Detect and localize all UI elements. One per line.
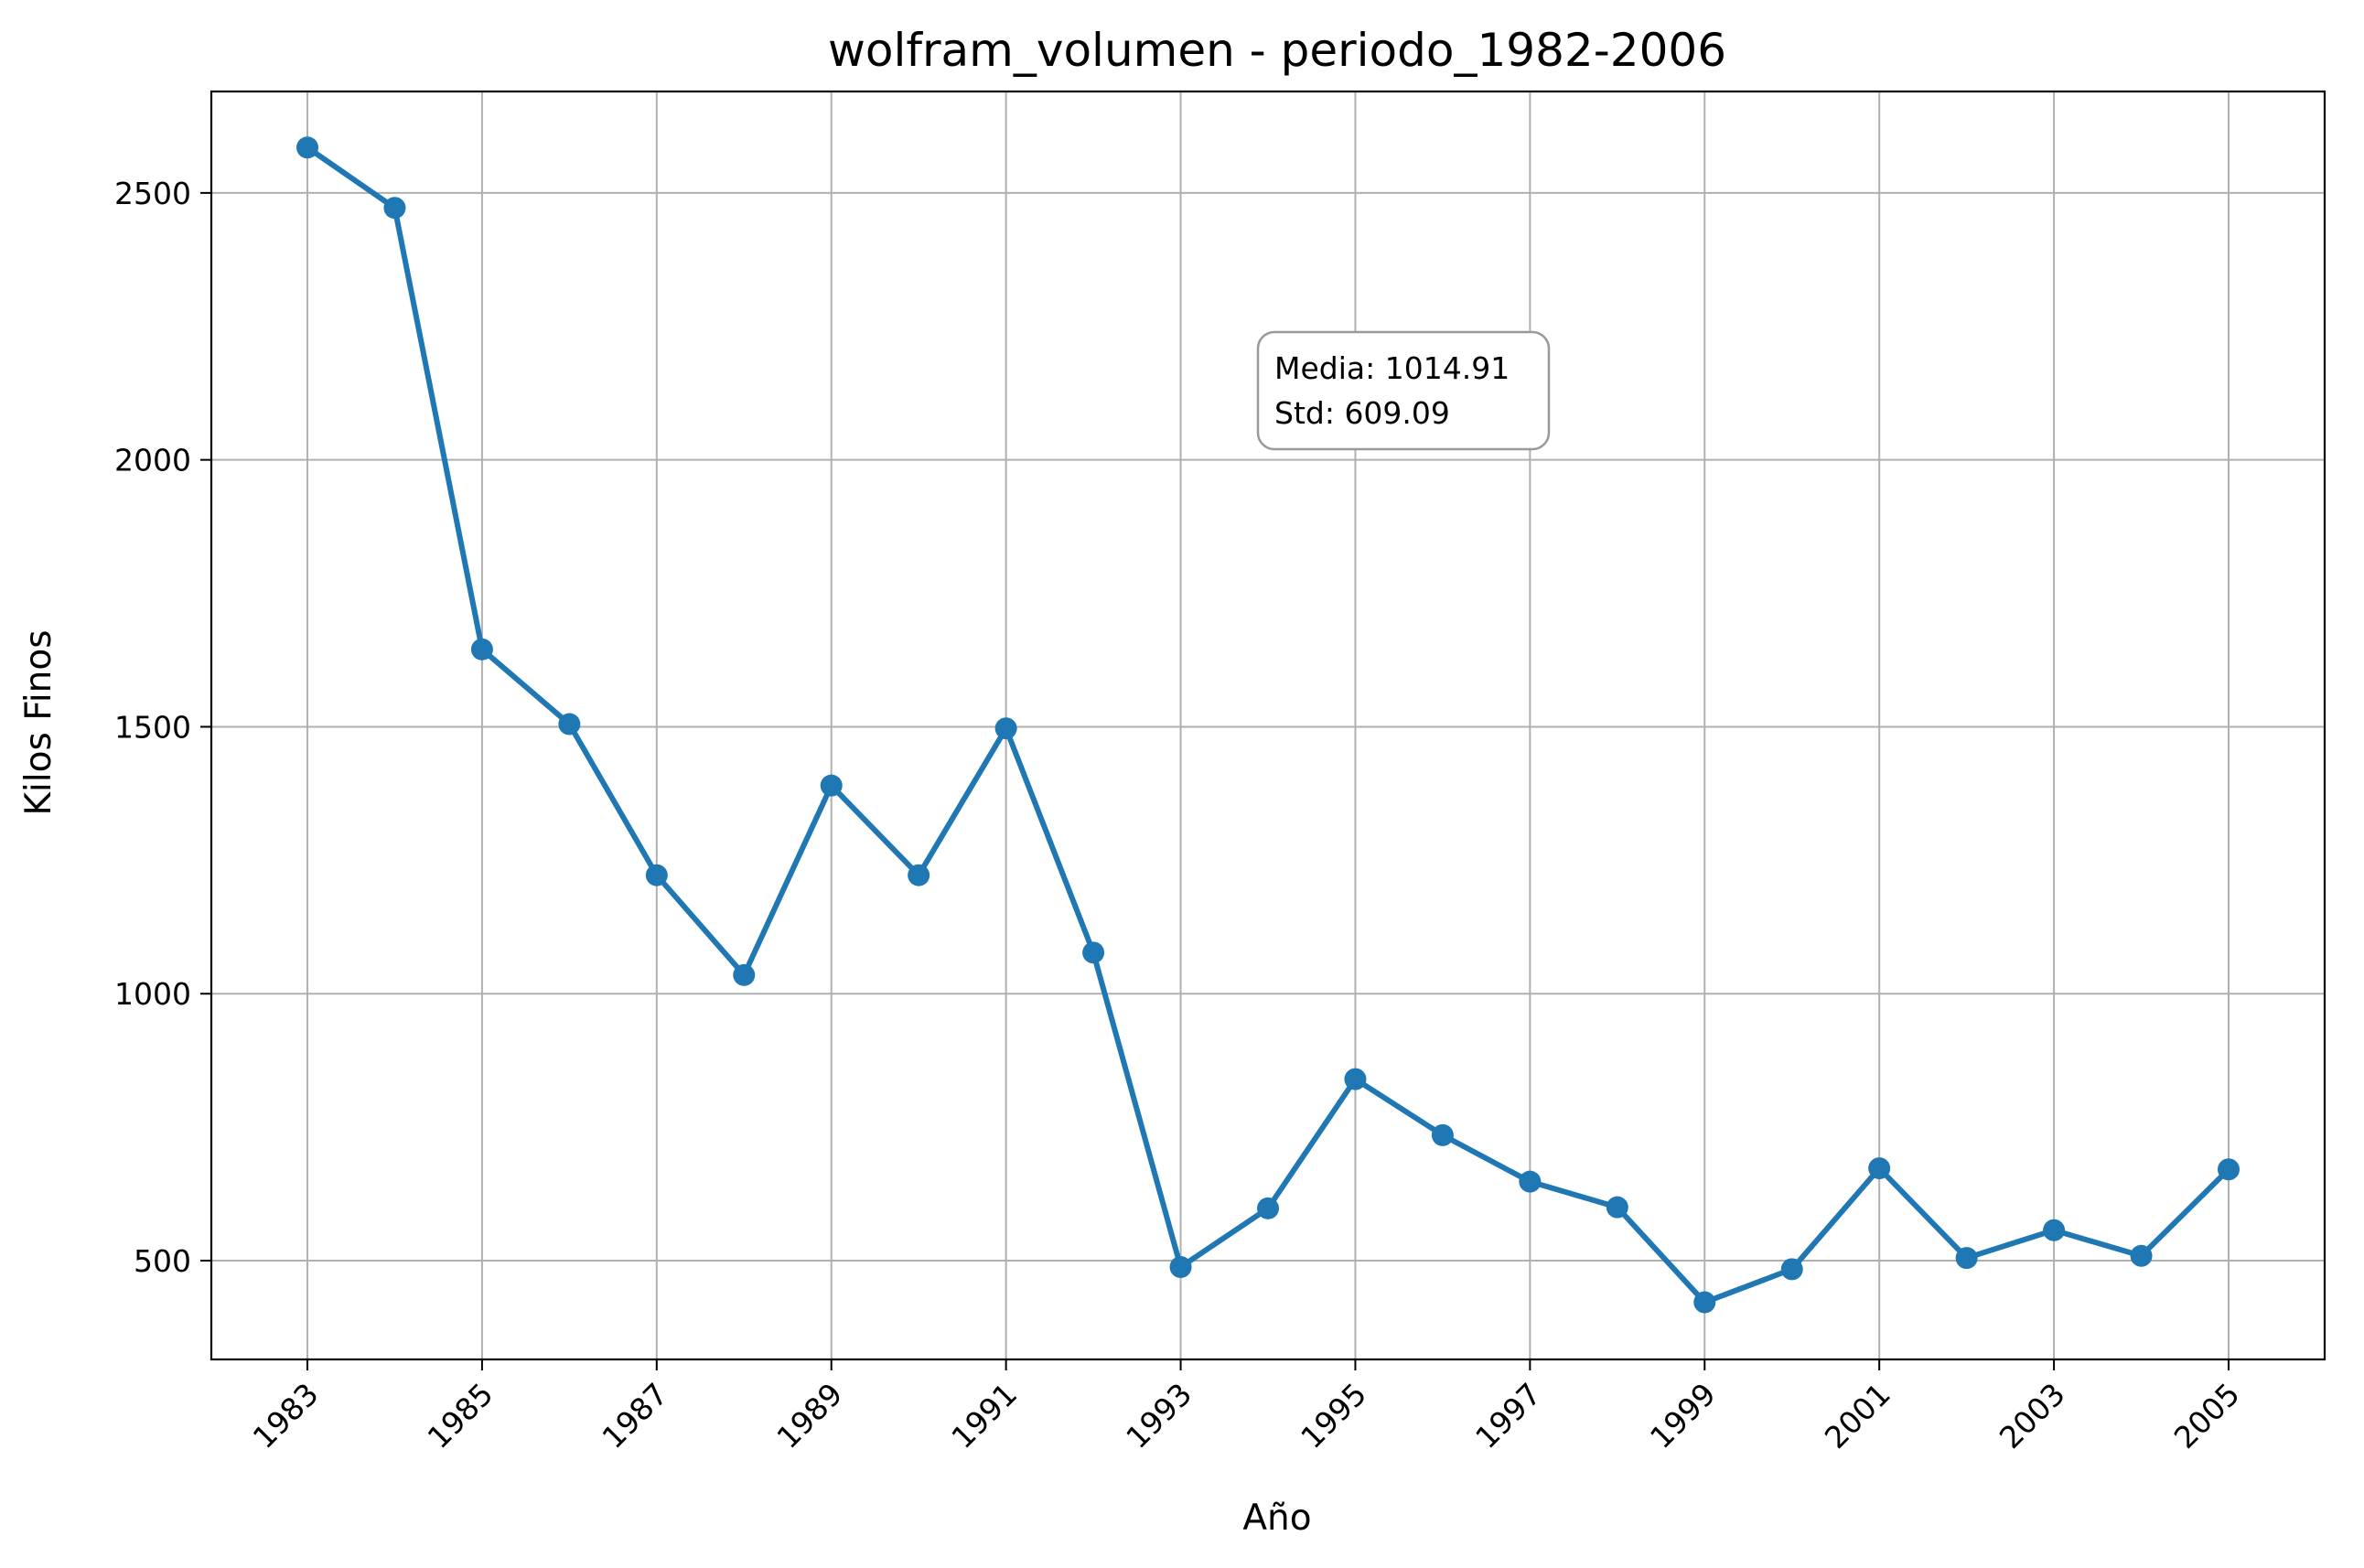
data-point	[383, 197, 406, 220]
annotation-std: Std: 609.09	[1274, 395, 1450, 431]
annotation-box	[1256, 330, 1551, 451]
data-point	[1344, 1068, 1367, 1090]
y-axis-label: Kilos Finos	[18, 629, 59, 815]
y-tick-label: 1500	[114, 709, 191, 745]
data-point	[296, 136, 318, 159]
annotation-mean: Media: 1014.91	[1274, 350, 1510, 386]
data-point	[470, 638, 493, 660]
data-point	[1257, 1197, 1279, 1219]
x-axis-label: Año	[1242, 1498, 1311, 1539]
plot-frame	[210, 90, 2326, 1361]
data-point	[1169, 1256, 1192, 1279]
data-point	[1868, 1157, 1891, 1180]
data-point	[1519, 1170, 1542, 1193]
data-point	[733, 963, 756, 986]
data-point	[908, 864, 930, 886]
y-tick-label: 2000	[114, 443, 191, 478]
series-layer	[296, 136, 2240, 1314]
stats-annotation: Media: 1014.91 Std: 609.09	[1256, 330, 1551, 451]
data-point	[645, 864, 668, 886]
data-point	[558, 713, 581, 736]
y-axis-ticks: 500 1000 1500 2000 2500	[114, 176, 211, 1279]
data-point	[2130, 1244, 2153, 1267]
data-point	[1082, 941, 1105, 964]
data-point	[820, 774, 843, 797]
data-point	[2218, 1158, 2240, 1181]
data-point	[1693, 1291, 1716, 1314]
y-tick-label: 1000	[114, 976, 191, 1012]
y-tick-label: 500	[134, 1243, 191, 1279]
data-point	[994, 717, 1017, 740]
data-point	[1780, 1258, 1803, 1281]
y-tick-label: 2500	[114, 176, 191, 211]
data-point	[2043, 1219, 2066, 1241]
data-point	[1606, 1196, 1628, 1219]
data-point	[1431, 1123, 1454, 1146]
chart-title: wolfram_volumen - periodo_1982-2006	[828, 24, 1726, 77]
data-point	[1955, 1247, 1978, 1270]
